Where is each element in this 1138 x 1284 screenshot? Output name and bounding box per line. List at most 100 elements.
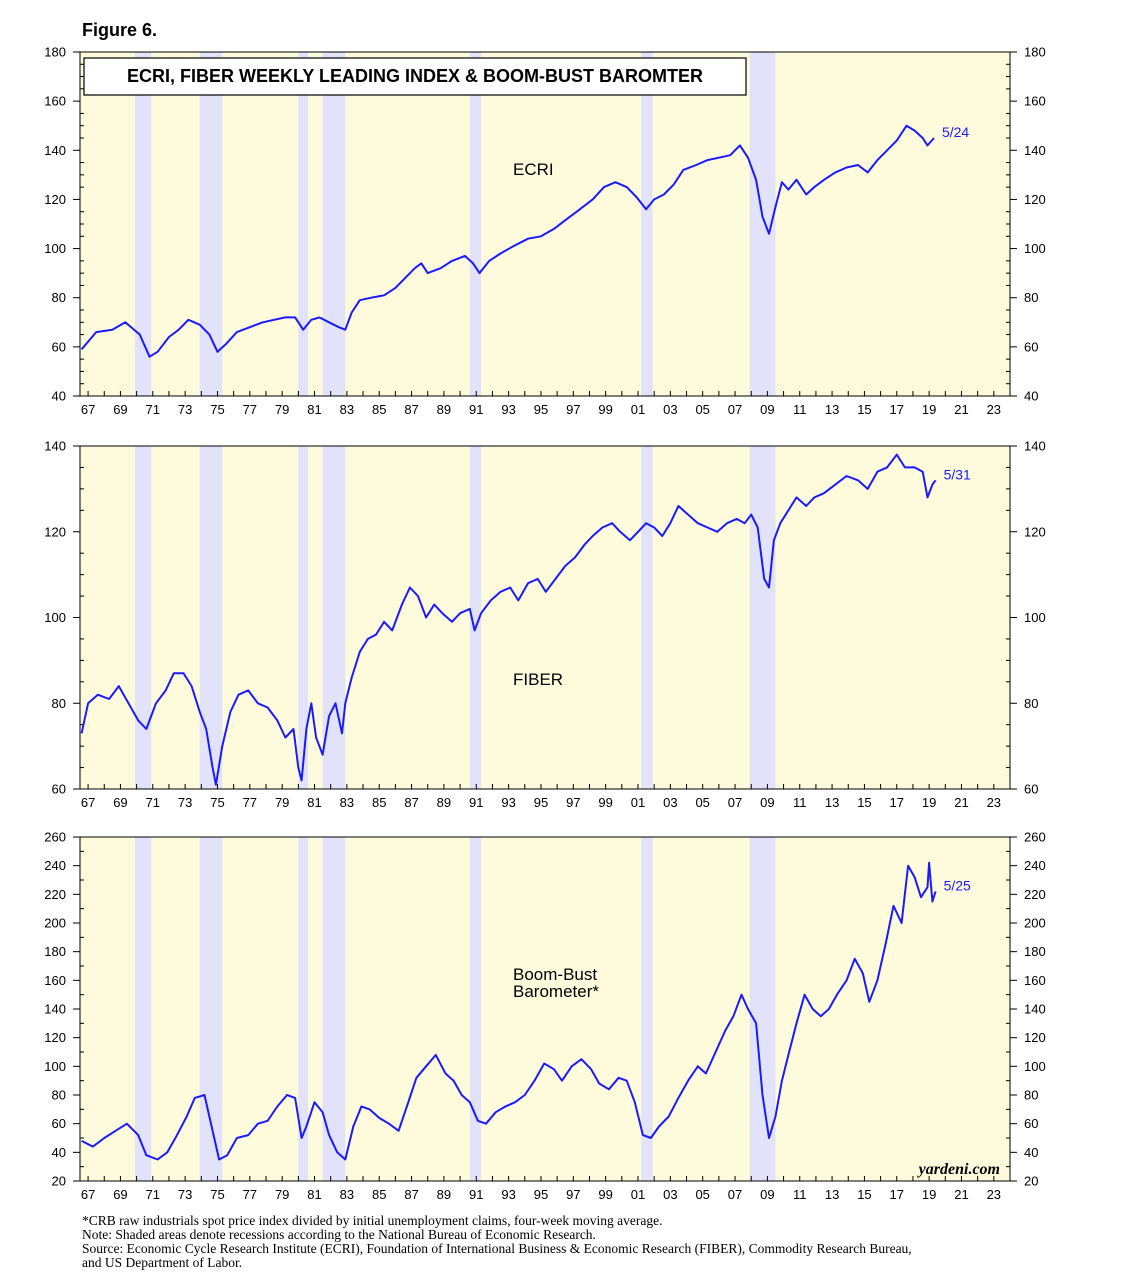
y-tick-label-right: 100 (1024, 241, 1046, 256)
x-tick-label: 73 (178, 1187, 192, 1202)
x-tick-label: 99 (598, 402, 612, 417)
y-tick-label-right: 80 (1024, 1088, 1038, 1103)
recession-band (322, 837, 346, 1181)
end-date-label: 5/25 (944, 877, 971, 893)
x-tick-label: 99 (598, 795, 612, 810)
y-tick-label-left: 60 (52, 339, 66, 354)
x-tick-label: 97 (566, 795, 580, 810)
x-tick-label: 81 (307, 795, 321, 810)
x-tick-label: 91 (469, 1187, 483, 1202)
x-tick-label: 85 (372, 402, 386, 417)
x-tick-label: 87 (404, 795, 418, 810)
x-tick-label: 77 (243, 1187, 257, 1202)
x-tick-label: 85 (372, 795, 386, 810)
y-tick-label-right: 80 (1024, 290, 1038, 305)
x-tick-label: 83 (340, 795, 354, 810)
recession-band (641, 837, 653, 1181)
y-tick-label-left: 40 (52, 389, 66, 404)
y-tick-label-right: 100 (1024, 610, 1046, 625)
panel-label-line: Boom-Bust (513, 965, 597, 984)
x-tick-label: 89 (437, 402, 451, 417)
y-tick-label-right: 140 (1024, 439, 1046, 454)
x-tick-label: 73 (178, 402, 192, 417)
x-tick-label: 03 (663, 402, 677, 417)
data-line (80, 124, 935, 358)
y-tick-label-left: 20 (52, 1174, 66, 1189)
x-tick-label: 89 (437, 795, 451, 810)
y-tick-label-right: 120 (1024, 1030, 1046, 1045)
y-tick-label-right: 220 (1024, 887, 1046, 902)
x-tick-label: 79 (275, 795, 289, 810)
recession-band (469, 52, 482, 396)
y-tick-label-left: 240 (44, 858, 66, 873)
x-tick-label: 67 (81, 795, 95, 810)
x-tick-label: 15 (857, 1187, 871, 1202)
x-tick-label: 83 (340, 1187, 354, 1202)
x-tick-label: 89 (437, 1187, 451, 1202)
panel-label: Boom-Bust Barometer* (513, 965, 599, 1001)
y-tick-label-right: 200 (1024, 916, 1046, 931)
x-tick-label: 83 (340, 402, 354, 417)
recession-band (298, 837, 309, 1181)
footnote-source: Source: Economic Cycle Research Institut… (82, 1241, 912, 1256)
x-tick-label: 21 (954, 795, 968, 810)
y-tick-label-right: 120 (1024, 192, 1046, 207)
x-tick-label: 75 (210, 402, 224, 417)
y-tick-label-right: 40 (1024, 1145, 1038, 1160)
recession-band (469, 837, 482, 1181)
x-tick-label: 23 (987, 795, 1001, 810)
chart-title: ECRI, FIBER WEEKLY LEADING INDEX & BOOM-… (127, 66, 703, 86)
y-tick-label-left: 120 (44, 192, 66, 207)
recession-band (322, 446, 346, 789)
plot-frame (79, 836, 1011, 1182)
recession-band (322, 52, 346, 396)
x-tick-label: 93 (501, 402, 515, 417)
source-credit: yardeni.com (917, 1161, 1000, 1178)
x-tick-label: 09 (760, 1187, 774, 1202)
y-tick-label-left: 220 (44, 887, 66, 902)
x-tick-label: 23 (987, 1187, 1001, 1202)
x-tick-label: 07 (728, 402, 742, 417)
chart-panel-3: 20 20 40 40 60 60 80 80 100 100 120 120 140 140 160 160… (44, 830, 1045, 1203)
y-tick-label-left: 100 (44, 610, 66, 625)
y-tick-label-left: 160 (44, 973, 66, 988)
x-tick-label: 21 (954, 1187, 968, 1202)
x-tick-label: 01 (631, 402, 645, 417)
x-tick-label: 97 (566, 1187, 580, 1202)
x-tick-label: 81 (307, 1187, 321, 1202)
x-tick-label: 93 (501, 795, 515, 810)
panel-label: ECRI (513, 160, 554, 179)
x-tick-label: 91 (469, 402, 483, 417)
y-tick-label-right: 80 (1024, 696, 1038, 711)
plot-frame (79, 445, 1011, 790)
x-tick-label: 07 (728, 795, 742, 810)
y-tick-label-right: 100 (1024, 1059, 1046, 1074)
y-tick-label-left: 160 (44, 94, 66, 109)
recession-band (298, 52, 309, 396)
y-tick-label-left: 140 (44, 143, 66, 158)
footnote-note: Note: Shaded areas denote recessions acc… (82, 1227, 596, 1242)
x-tick-label: 05 (695, 1187, 709, 1202)
x-tick-label: 69 (113, 402, 127, 417)
y-tick-label-left: 100 (44, 241, 66, 256)
x-tick-label: 19 (922, 795, 936, 810)
y-tick-label-left: 80 (52, 696, 66, 711)
panel-label: FIBER (513, 670, 563, 689)
x-tick-label: 79 (275, 1187, 289, 1202)
recession-band (298, 446, 309, 789)
x-tick-label: 71 (146, 402, 160, 417)
x-tick-label: 17 (890, 402, 904, 417)
y-tick-label-right: 60 (1024, 782, 1038, 797)
y-tick-label-right: 60 (1024, 1116, 1038, 1131)
y-tick-label-left: 100 (44, 1059, 66, 1074)
x-tick-label: 67 (81, 1187, 95, 1202)
x-tick-label: 87 (404, 1187, 418, 1202)
y-tick-label-right: 160 (1024, 973, 1046, 988)
x-tick-label: 77 (243, 402, 257, 417)
y-tick-label-left: 260 (44, 830, 66, 845)
recession-band (641, 446, 653, 789)
x-tick-label: 11 (793, 1187, 807, 1202)
x-tick-label: 11 (793, 402, 807, 417)
x-tick-label: 75 (210, 795, 224, 810)
